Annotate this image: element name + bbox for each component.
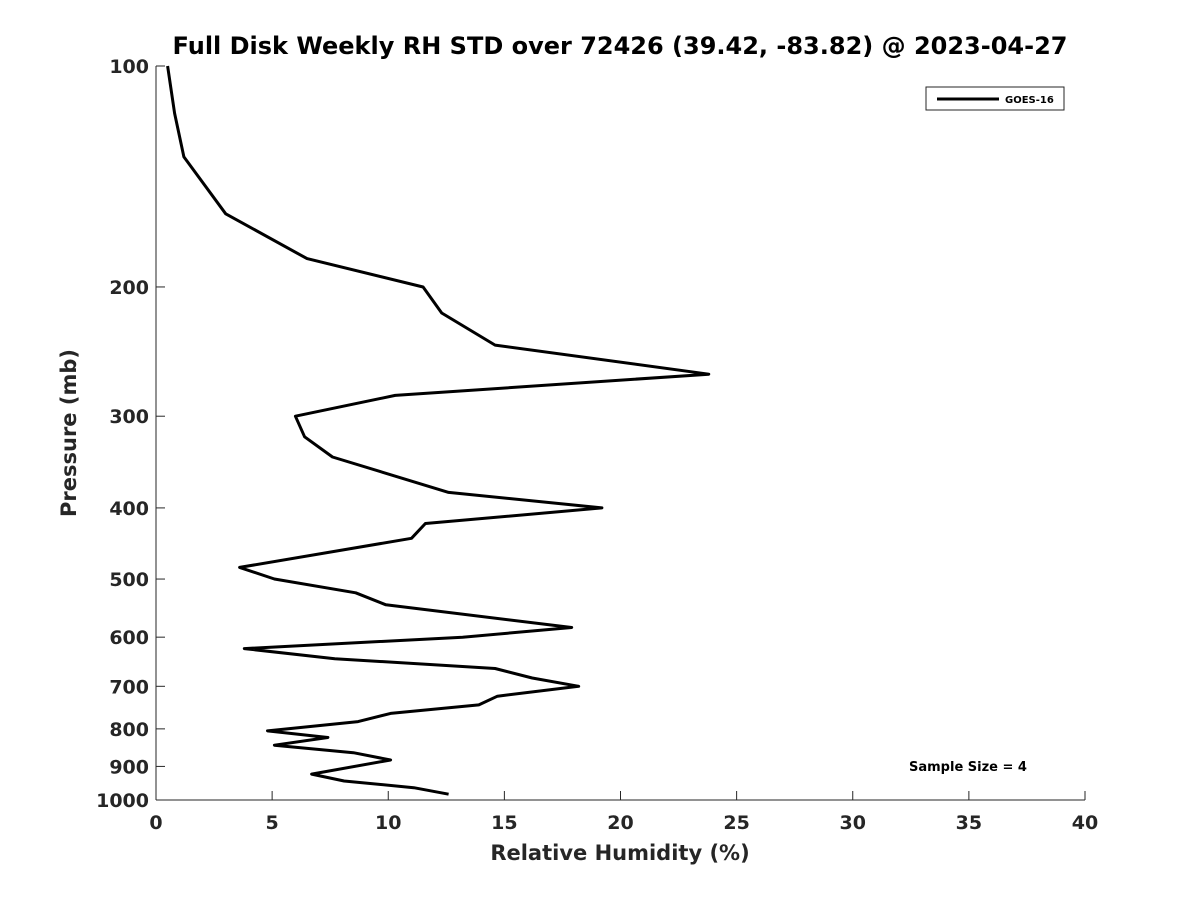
x-tick-label: 40: [1072, 812, 1098, 834]
series-group: [166, 65, 711, 796]
y-tick-label: 300: [109, 406, 149, 428]
x-tick-label: 20: [607, 812, 633, 834]
y-tick-label: 900: [109, 756, 149, 778]
y-tick-label: 400: [109, 498, 149, 520]
y-ticks: 100 200 300 400 500 600 700 800 900 1000: [96, 56, 165, 812]
y-tick-label: 500: [109, 569, 149, 591]
x-tick-label: 15: [491, 812, 517, 834]
x-tick-label: 35: [956, 812, 982, 834]
x-ticks: 0 5 10 15 20 25 30 35 40: [149, 791, 1098, 834]
y-tick-label: 700: [109, 676, 149, 698]
x-tick-label: 30: [840, 812, 866, 834]
y-tick-label: 100: [109, 56, 149, 78]
sample-size-annotation: Sample Size = 4: [909, 760, 1027, 775]
series-line-goes-16: [166, 65, 711, 796]
x-tick-label: 25: [723, 812, 749, 834]
y-tick-label: 200: [109, 277, 149, 299]
x-tick-label: 0: [149, 812, 162, 834]
x-tick-label: 5: [266, 812, 279, 834]
x-axis-label: Relative Humidity (%): [490, 841, 749, 865]
y-tick-label: 600: [109, 627, 149, 649]
y-tick-label: 1000: [96, 790, 149, 812]
y-tick-label: 800: [109, 719, 149, 741]
axes: [155, 66, 1085, 801]
y-axis-label: Pressure (mb): [57, 349, 81, 517]
chart-title: Full Disk Weekly RH STD over 72426 (39.4…: [173, 32, 1068, 60]
legend: GOES-16: [925, 86, 1065, 111]
x-tick-label: 10: [375, 812, 401, 834]
legend-label-goes-16: GOES-16: [1005, 95, 1054, 106]
